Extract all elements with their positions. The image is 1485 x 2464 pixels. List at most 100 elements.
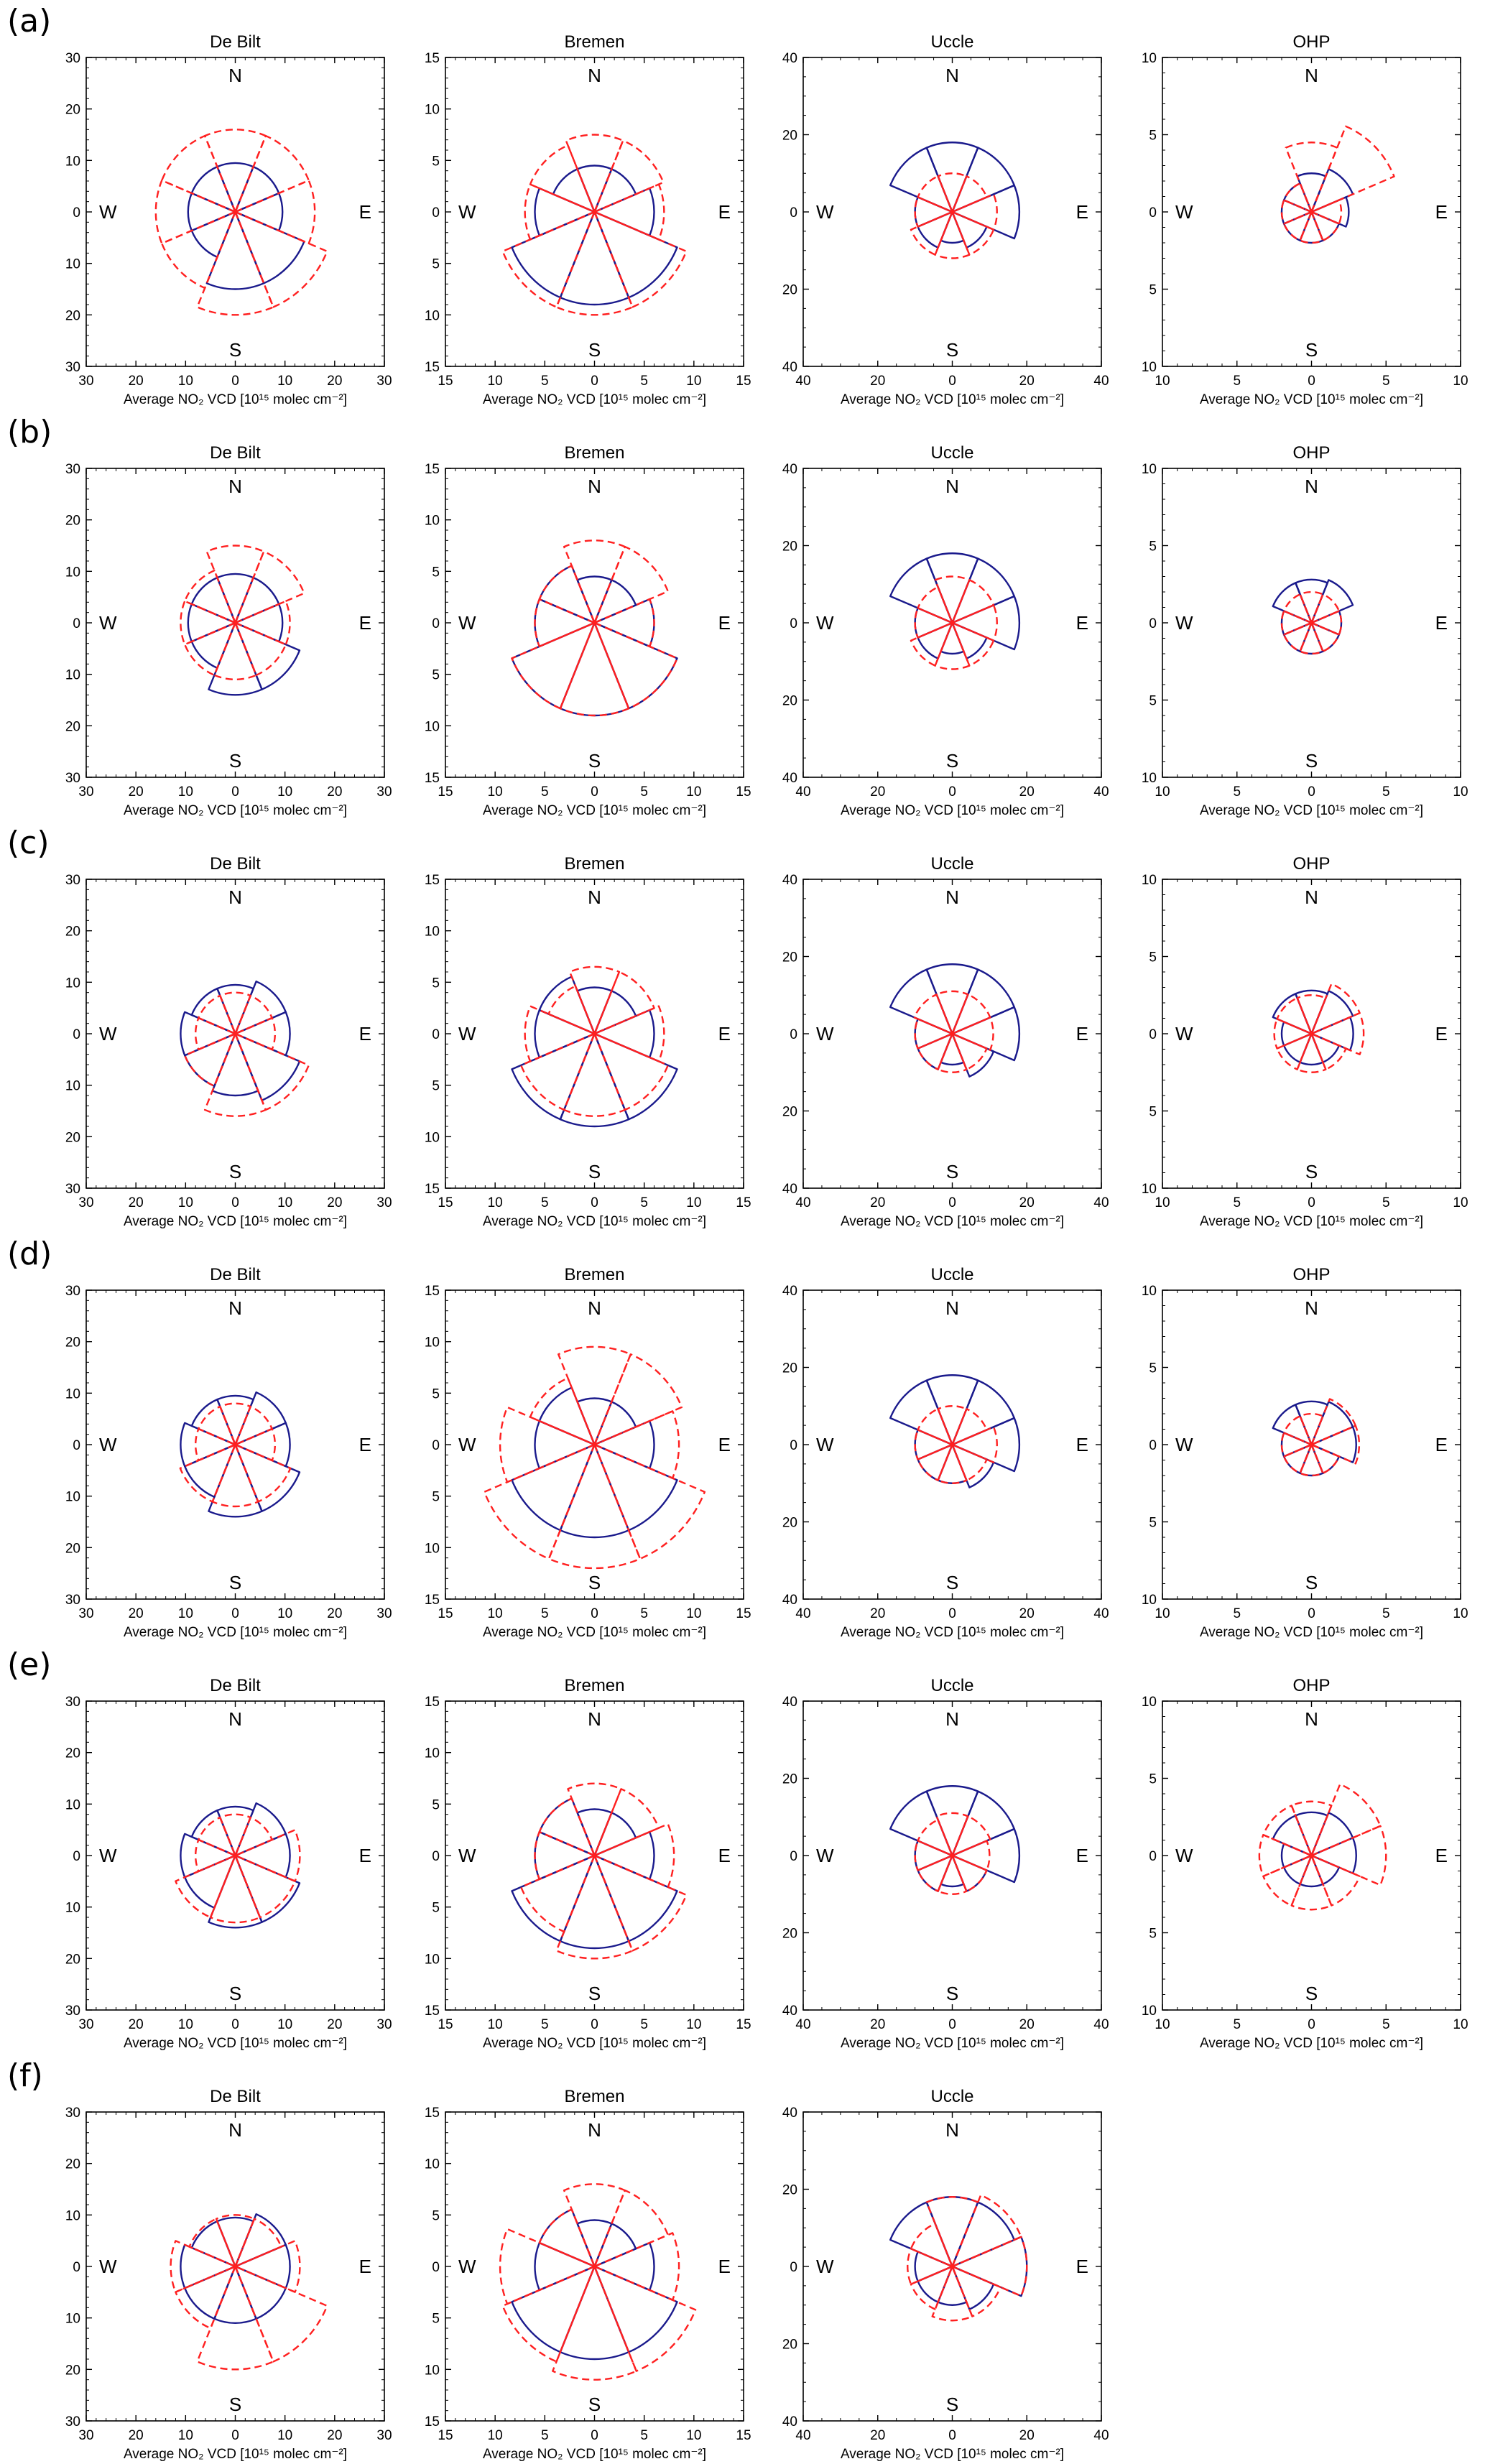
sector-obs-n bbox=[219, 1813, 251, 1857]
sector-model-s bbox=[940, 210, 965, 244]
x-tick-label: 20 bbox=[327, 784, 342, 800]
sector-obs-nw bbox=[1282, 1415, 1313, 1446]
x-tick-label: 5 bbox=[1233, 1195, 1241, 1210]
sector-obs-e bbox=[951, 1426, 998, 1463]
x-tick-label: 0 bbox=[231, 1195, 239, 1210]
y-tick-label: 5 bbox=[432, 2208, 440, 2223]
sector-obs-sw bbox=[917, 1854, 953, 1892]
y-tick-label: 5 bbox=[1149, 1105, 1157, 1120]
sector-obs-e bbox=[1310, 1425, 1361, 1465]
y-tick-label: 20 bbox=[782, 283, 797, 298]
sector-model-nw bbox=[538, 2208, 596, 2268]
sector-model-s bbox=[937, 2265, 968, 2306]
compass-n: N bbox=[1305, 1297, 1318, 1319]
sector-model-n bbox=[1296, 172, 1327, 213]
compass-e: E bbox=[359, 1023, 371, 1045]
sector-model-e bbox=[951, 184, 1021, 240]
sector-obs-sw bbox=[184, 1032, 236, 1088]
x-tick-label: 20 bbox=[870, 374, 885, 389]
sector-model-s bbox=[208, 621, 263, 696]
compass-s: S bbox=[229, 750, 241, 772]
sector-obs-n bbox=[1296, 994, 1327, 1035]
sector-model-ne bbox=[234, 1802, 287, 1857]
sector-model-n bbox=[216, 1805, 254, 1857]
plot-title: De Bilt bbox=[210, 854, 261, 874]
y-tick-label: 10 bbox=[425, 2157, 440, 2172]
y-tick-label: 0 bbox=[1149, 1849, 1157, 1864]
y-tick-label: 5 bbox=[432, 976, 440, 991]
sector-obs-e bbox=[1310, 1012, 1365, 1055]
x-tick-label: 0 bbox=[231, 1606, 239, 1621]
x-tick-label: 30 bbox=[376, 2017, 392, 2032]
x-tick-label: 30 bbox=[78, 784, 93, 800]
x-tick-label: 30 bbox=[78, 374, 93, 389]
plot-title: Uccle bbox=[930, 2087, 973, 2106]
x-tick-label: 0 bbox=[948, 2017, 956, 2032]
x-tick-label: 10 bbox=[178, 2017, 193, 2032]
x-tick-label: 10 bbox=[1155, 2017, 1170, 2032]
sector-model-sw bbox=[511, 2265, 596, 2353]
x-tick-label: 15 bbox=[438, 2017, 453, 2032]
compass-n: N bbox=[1305, 886, 1318, 908]
sector-model-e bbox=[951, 1828, 1021, 1884]
sector-obs-n bbox=[205, 545, 265, 624]
sector-obs-nw bbox=[538, 1797, 596, 1857]
sector-obs-w bbox=[499, 1406, 596, 1483]
x-tick-label: 20 bbox=[327, 374, 342, 389]
x-tick-label: 10 bbox=[1155, 374, 1170, 389]
x-axis-label: Average NO₂ VCD [10¹⁵ molec cm⁻²] bbox=[124, 2447, 347, 2462]
compass-s: S bbox=[588, 1983, 601, 2004]
sector-model-ne bbox=[234, 980, 287, 1035]
sector-obs-se bbox=[234, 1443, 292, 1503]
x-tick-label: 10 bbox=[1453, 1606, 1468, 1621]
x-tick-label: 10 bbox=[178, 1606, 193, 1621]
sector-model-ne bbox=[951, 968, 1015, 1035]
compass-n: N bbox=[228, 1297, 242, 1319]
y-tick-label: 15 bbox=[425, 873, 440, 888]
sector-model-w bbox=[1280, 610, 1313, 636]
y-tick-label: 10 bbox=[1142, 771, 1157, 786]
sector-model-w bbox=[914, 1429, 953, 1460]
x-axis-label: Average NO₂ VCD [10¹⁵ molec cm⁻²] bbox=[483, 1214, 706, 1229]
x-tick-label: 10 bbox=[686, 2428, 701, 2443]
row-label-e: (e) bbox=[7, 1646, 52, 1683]
x-axis-label: Average NO₂ VCD [10¹⁵ molec cm⁻²] bbox=[124, 2036, 347, 2051]
sector-obs-e bbox=[1310, 1825, 1387, 1886]
sector-model-n bbox=[216, 1394, 254, 1446]
y-tick-label: 20 bbox=[65, 1746, 80, 1761]
sector-obs-sw bbox=[917, 1443, 953, 1481]
x-tick-label: 0 bbox=[1308, 1606, 1315, 1621]
x-tick-label: 0 bbox=[1308, 1195, 1315, 1210]
x-tick-label: 5 bbox=[1382, 1195, 1390, 1210]
x-tick-label: 15 bbox=[438, 1195, 453, 1210]
x-tick-label: 20 bbox=[129, 784, 144, 800]
x-tick-label: 30 bbox=[376, 1606, 392, 1621]
compass-e: E bbox=[718, 1023, 731, 1045]
x-tick-label: 5 bbox=[541, 2428, 549, 2443]
sector-obs-s bbox=[1299, 1443, 1324, 1477]
sector-model-nw bbox=[190, 1809, 236, 1857]
y-tick-label: 10 bbox=[65, 2208, 80, 2223]
sector-obs-s bbox=[563, 1032, 626, 1117]
sector-model-se bbox=[593, 621, 678, 710]
x-tick-label: 30 bbox=[376, 1195, 392, 1210]
sector-obs-w bbox=[194, 1016, 236, 1051]
x-tick-label: 5 bbox=[1233, 2017, 1241, 2032]
compass-n: N bbox=[945, 1708, 959, 1730]
x-tick-label: 0 bbox=[1308, 784, 1315, 800]
sector-model-e bbox=[234, 1422, 291, 1468]
y-tick-label: 10 bbox=[425, 1541, 440, 1556]
compass-n: N bbox=[588, 1297, 601, 1319]
sector-model-w bbox=[187, 603, 236, 643]
sector-obs-se bbox=[951, 1854, 988, 1892]
x-tick-label: 40 bbox=[795, 784, 810, 800]
x-tick-label: 40 bbox=[795, 2017, 810, 2032]
sector-obs-s bbox=[552, 2265, 637, 2381]
sector-obs-s bbox=[1299, 210, 1324, 244]
sector-obs-ne bbox=[234, 134, 310, 213]
sector-obs-e bbox=[951, 1840, 991, 1871]
x-tick-label: 5 bbox=[541, 784, 549, 800]
sector-model-e bbox=[593, 187, 655, 237]
sector-obs-se bbox=[951, 210, 995, 256]
